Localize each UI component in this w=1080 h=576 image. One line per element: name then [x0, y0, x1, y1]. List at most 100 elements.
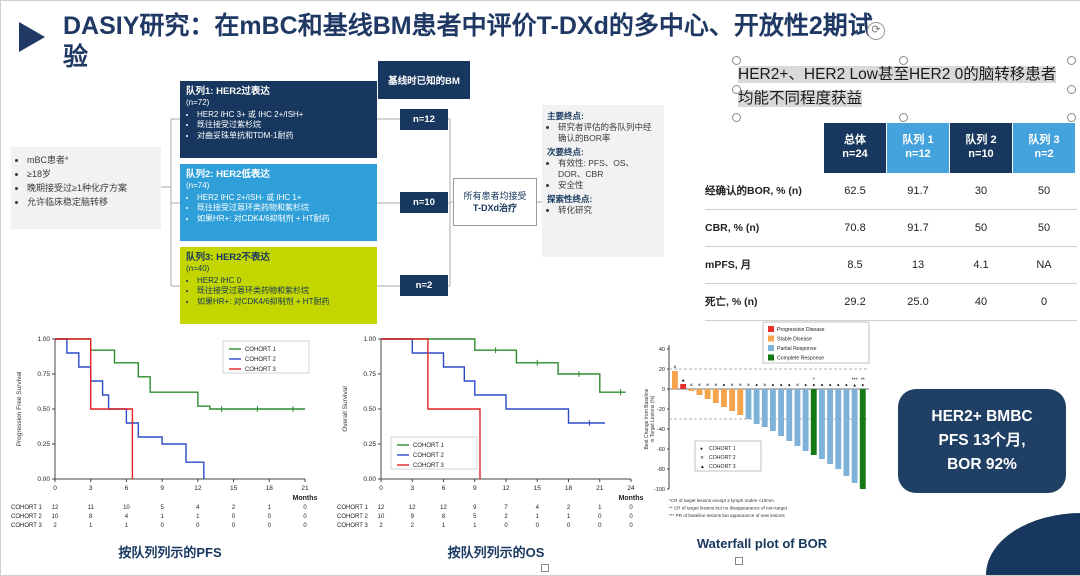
cohort-marker: ● [780, 383, 783, 388]
patient-criteria-box[interactable]: mBC患者* ≥18岁 晚期接受过≥1种化疗方案 允许临床稳定脑转移 [11, 147, 161, 229]
cohort-marker: ● [772, 383, 775, 388]
cell-value: 91.7 [907, 222, 929, 234]
cohort-legend-symbol: ✕ [700, 455, 704, 461]
legend-label: COHORT 3 [245, 367, 276, 373]
footnote: *** PR of baseline lesions but appearanc… [669, 513, 785, 518]
risk-count: 9 [473, 505, 477, 511]
km-curve-COHORT-1 [381, 338, 626, 393]
risk-count: 0 [303, 514, 307, 520]
col-n: n=12 [905, 148, 931, 160]
cohort-1-title: 队列1: HER2过表达 [186, 86, 270, 97]
risk-row-name: COHORT 1 [11, 505, 42, 511]
risk-count: 1 [598, 505, 602, 511]
bar-flag: *** [852, 378, 858, 384]
x-tick-label: 24 [627, 485, 635, 492]
waterfall-chart[interactable]: 40 20 0 -20 -40 -60 -80 -100 Best Change from Ba… [641, 319, 883, 551]
y-tick-label: -40 [657, 427, 665, 433]
risk-count: 10 [378, 514, 385, 520]
cohort-3-n: (n=40) [186, 264, 210, 274]
cell-value: 30 [974, 185, 988, 197]
col-header-cohort2: 队列 2 n=10 [950, 123, 1012, 173]
treatment-line1: 所有患者均接受 [463, 190, 527, 201]
x-tick-label: 0 [53, 485, 57, 492]
selection-handle-square[interactable] [735, 557, 743, 565]
risk-count: 2 [379, 523, 383, 529]
selection-handle-bm[interactable] [899, 113, 908, 122]
y-tick-label: 0.25 [363, 441, 376, 448]
selection-handle-tm[interactable] [899, 56, 908, 65]
category-legend-box [762, 321, 870, 364]
risk-count: 0 [303, 505, 307, 511]
cell-value: 8.5 [847, 259, 863, 271]
selection-handle-bl[interactable] [732, 113, 741, 122]
selection-handle-ml[interactable] [732, 85, 741, 94]
selection-handle-br[interactable] [1067, 113, 1076, 122]
key-result-box[interactable]: HER2+ BMBC PFS 13个月, BOR 92% [898, 389, 1066, 493]
treatment-box[interactable]: 所有患者均接受 T-DXd治疗 [453, 178, 537, 226]
km-curve-COHORT-3 [381, 338, 481, 479]
x-tick-label: 21 [301, 485, 309, 492]
x-tick-label: 6 [125, 485, 129, 492]
pfs-chart-caption: 按队列列示的PFS [118, 545, 222, 560]
risk-count: 12 [52, 505, 59, 511]
cohort-3-title: 队列3: HER2不表达 [186, 252, 270, 263]
risk-count: 2 [53, 523, 57, 529]
cohort-legend-label: COHORT 2 [709, 455, 736, 461]
pfs-chart[interactable]: 1.00 0.75 0.50 0.25 0.00 0 3 6 9 12 15 18 21 Months Pr… [9, 327, 331, 561]
cohort-3-box[interactable]: 队列3: HER2不表达 (n=40) HER2 IHC 0 既往接受过蒽环类药… [180, 247, 377, 324]
y-tick-label: 0 [662, 387, 665, 393]
cell-value: 91.7 [907, 185, 929, 197]
cohort-marker: ✕ [714, 383, 718, 388]
cohort-1-box[interactable]: 队列1: HER2过表达 (n=72) HER2 IHC 3+ 或 IHC 2+… [180, 81, 377, 158]
y-tick-label: 0.50 [363, 406, 376, 413]
selection-handle-tr[interactable] [1067, 56, 1076, 65]
legend-label: Progressive Disease [777, 327, 825, 333]
bm-n-chip-cohort2[interactable]: n=10 [400, 192, 448, 213]
conclusion-text: HER2+、HER2 Low甚至HER2 0的脑转移患者均能不同程度获益 [738, 66, 1057, 108]
legend-swatch [768, 335, 774, 342]
cell-value: 70.8 [844, 222, 866, 234]
legend-label: Stable Disease [777, 337, 812, 343]
os-chart[interactable]: 1.00 0.75 0.50 0.25 0.00 0 3 6 9 12 15 18 21 24 Months… [335, 327, 657, 561]
cohort-marker: ▲ [681, 378, 686, 383]
km-curve-COHORT-1 [55, 338, 305, 410]
table-row: CBR, % (n) 70.8 91.7 50 50 [705, 210, 1077, 247]
cohort-marker: ● [829, 383, 832, 388]
x-tick-label: 12 [194, 485, 202, 492]
legend-box [390, 436, 478, 470]
cohort-2-box[interactable]: 队列2: HER2低表达 (n=74) HER2 IHC 2+/ISH- 或 I… [180, 164, 377, 241]
selection-handle-square[interactable] [541, 564, 549, 572]
primary-endpoints-heading: 主要终点: [547, 111, 584, 121]
results-table[interactable]: 总体 n=24 队列 1 n=12 队列 2 n=10 队列 3 n=2 经确认… [705, 123, 1077, 321]
cohort-1-bullet: 对曲妥珠单抗和TDM-1耐药 [197, 131, 371, 141]
bm-baseline-header[interactable]: 基线时已知的BM [378, 61, 470, 99]
bm-n-chip-cohort3[interactable]: n=2 [400, 275, 448, 296]
rotate-handle[interactable]: ⟳ [867, 22, 885, 40]
selection-handle-mr[interactable] [1067, 85, 1076, 94]
risk-count: 0 [629, 505, 633, 511]
cell-value: 40 [974, 296, 988, 308]
risk-count: 2 [411, 523, 415, 529]
legend-label: Complete Response [777, 356, 824, 362]
col-header-total: 总体 n=24 [824, 123, 886, 173]
col-n: n=24 [842, 148, 868, 160]
y-axis-label: Best Change from Baseline [644, 388, 650, 449]
endpoints-box[interactable]: 主要终点: 研究者评估的各队列中经确认的BOR率 次要终点: 有效性: PFS、… [542, 105, 664, 257]
conclusion-textbox[interactable]: HER2+、HER2 Low甚至HER2 0的脑转移患者均能不同程度获益 [738, 63, 1070, 111]
legend-swatch [768, 354, 774, 361]
risk-count: 1 [89, 523, 93, 529]
bm-n-chip-cohort1[interactable]: n=12 [400, 109, 448, 130]
y-axis-label: Progression Free Survival [16, 371, 23, 446]
risk-count: 10 [52, 514, 59, 520]
selection-handle-tl[interactable] [732, 56, 741, 65]
x-tick-label: 6 [442, 485, 446, 492]
legend-label: COHORT 1 [413, 443, 444, 449]
waterfall-bar [851, 389, 858, 483]
cohort-3-bullet: 既往接受过蒽环类药物和紫杉烷 [197, 286, 371, 296]
risk-count: 11 [88, 505, 95, 511]
risk-count: 2 [504, 514, 508, 520]
cohort-1-bullet: 既往接受过紫杉烷 [197, 120, 371, 130]
risk-count: 0 [268, 514, 272, 520]
bar-flag: ** [861, 378, 865, 384]
risk-count: 0 [232, 523, 236, 529]
